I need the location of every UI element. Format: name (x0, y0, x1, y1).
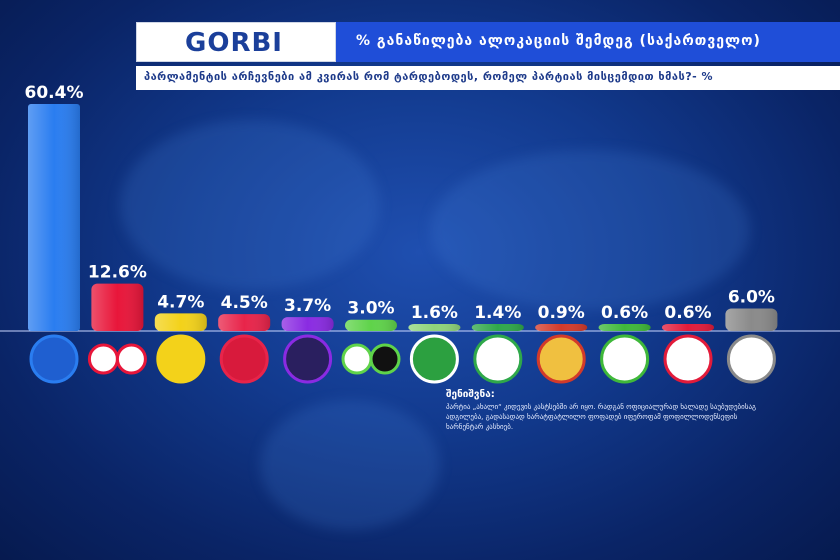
party-logo-icon (473, 334, 523, 384)
bar-value-label: 4.7% (157, 292, 204, 312)
party-logo-icon (726, 334, 776, 384)
title-bar: % განაწილება ალოკაციის შემდეგ (საქართველ… (336, 22, 840, 62)
bar-value-label: 4.5% (221, 293, 268, 313)
chart-subtitle: პარლამენტის არჩევნები ამ კვირას რომ ტარდ… (144, 70, 714, 83)
party-logo-icon (115, 343, 147, 375)
background-map-shape (120, 120, 380, 290)
party-logo-icon (219, 334, 269, 384)
bar-shine (662, 324, 714, 331)
party-logo-icon (369, 343, 401, 375)
bar-value-label: 3.7% (284, 296, 331, 316)
bar-shine (281, 317, 334, 331)
chart-title: % განაწილება ალოკაციის შემდეგ (საქართველ… (356, 33, 761, 49)
bar-shine (345, 319, 397, 331)
bar-value-label: 1.6% (411, 303, 458, 323)
bar-value-label: 12.6% (88, 263, 147, 283)
bar-shine (535, 324, 588, 331)
party-logo-icon (87, 343, 119, 375)
note-text: პარტია „ახალი“ კიდევის კასტსებში არ იყო.… (446, 403, 757, 431)
party-logo-icon (341, 343, 373, 375)
party-logo-icon (283, 334, 333, 384)
bar-value-label: 3.0% (347, 299, 394, 319)
party-logo-icon (156, 334, 206, 384)
bar-value-label: 0.9% (538, 303, 585, 323)
party-logo-icon (536, 334, 586, 384)
bar-shine (408, 324, 461, 331)
party-logo-icon (409, 334, 459, 384)
bar-shine (725, 308, 778, 331)
bar-shine (598, 324, 651, 331)
background-map-shape (430, 150, 750, 310)
bar-shine (154, 313, 207, 331)
bar-value-label: 60.4% (25, 83, 84, 103)
bar-value-label: 6.0% (728, 287, 775, 307)
bar-value-label: 0.6% (601, 303, 648, 323)
background-map-shape (260, 400, 440, 530)
logo-box: GORBI (136, 22, 336, 62)
note: შენიშვნა: პარტია „ახალი“ კიდევის კასტსებ… (446, 390, 776, 432)
bar-shine (91, 283, 144, 331)
subtitle-bar: პარლამენტის არჩევნები ამ კვირას რომ ტარდ… (136, 66, 840, 90)
party-logo-icon (29, 334, 79, 384)
header: GORBI % განაწილება ალოკაციის შემდეგ (საქ… (136, 22, 840, 92)
party-logo-icon (663, 334, 713, 384)
note-title: შენიშვნა: (446, 389, 495, 400)
bar-value-label: 1.4% (474, 303, 521, 323)
bar-value-label: 0.6% (664, 303, 711, 323)
party-logo-icon (600, 334, 650, 384)
bar-shine (28, 104, 80, 331)
bar-shine (218, 314, 271, 331)
gorbi-logo: GORBI (185, 28, 283, 58)
bar-shine (471, 324, 524, 331)
